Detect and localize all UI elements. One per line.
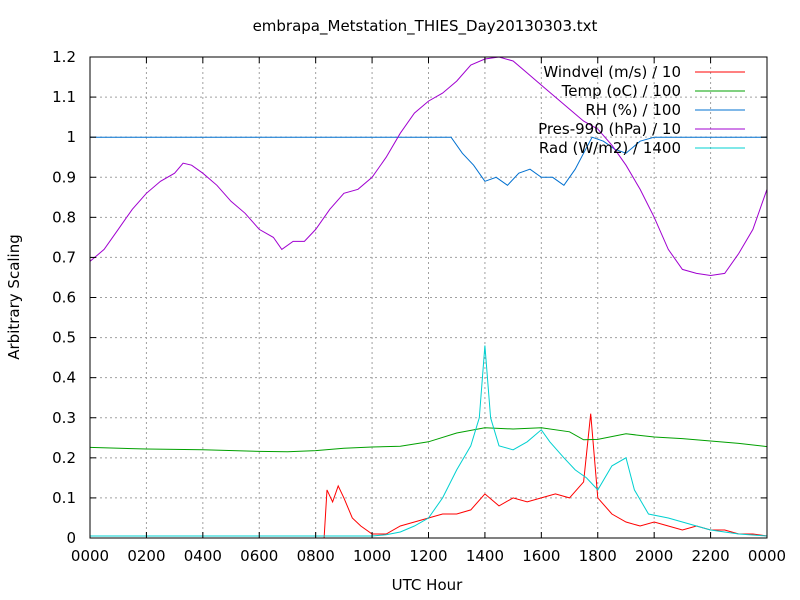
y-tick-label: 0.9 [52,168,76,186]
y-tick-label: 0.4 [52,369,76,387]
y-tick-label: 0.6 [52,289,76,307]
x-tick-label: 0000 [748,547,786,565]
legend-label: RH (%) / 100 [585,101,681,119]
series-line-1 [90,413,768,539]
x-tick-label: 2000 [635,547,673,565]
legend-label: Rad (W/m2) / 1400 [539,139,681,157]
series-line-4 [89,56,768,277]
x-tick-label: 0200 [127,547,165,565]
y-axis-label: Arbitrary Scaling [5,234,23,360]
chart-title: embrapa_Metstation_THIES_Day20130303.txt [253,17,598,36]
x-tick-label: 1400 [466,547,504,565]
x-tick-label: 0800 [297,547,335,565]
series-line-2 [89,427,768,453]
y-tick-label: 1.1 [52,88,76,106]
y-tick-label: 1.2 [52,48,76,66]
y-axis-ticks: 0 0.1 0.2 0.3 0.4 0.5 0.6 0.7 0.8 0.9 1 1.1 1.2 [52,48,767,547]
x-tick-label: 0000 [71,547,109,565]
legend-label: Pres-990 (hPa) / 10 [538,120,681,138]
x-tick-label: 1000 [353,547,391,565]
y-tick-label: 0.3 [52,409,76,427]
x-tick-label: 2200 [691,547,729,565]
x-tick-label: 1800 [579,547,617,565]
x-tick-label: 1600 [522,547,560,565]
x-tick-label: 0600 [240,547,278,565]
x-tick-label: 0400 [184,547,222,565]
y-tick-label: 0.8 [52,208,76,226]
y-tick-label: 0.5 [52,329,76,347]
x-axis-ticks: 0000 0200 0400 0600 0800 1000 1200 1400 1600 1800… [71,57,786,565]
y-tick-label: 0.1 [52,489,76,507]
x-axis-label: UTC Hour [392,576,463,594]
y-tick-label: 0.7 [52,248,76,266]
legend-label: Windvel (m/s) / 10 [543,63,681,81]
series-line-5 [90,345,768,537]
y-tick-label: 0 [66,529,76,547]
series-layer [89,56,768,539]
y-tick-label: 0.2 [52,449,76,467]
legend-label: Temp (oC) / 100 [561,82,681,100]
y-tick-label: 1 [66,128,76,146]
x-tick-label: 1200 [409,547,447,565]
series-line-3 [90,136,767,186]
